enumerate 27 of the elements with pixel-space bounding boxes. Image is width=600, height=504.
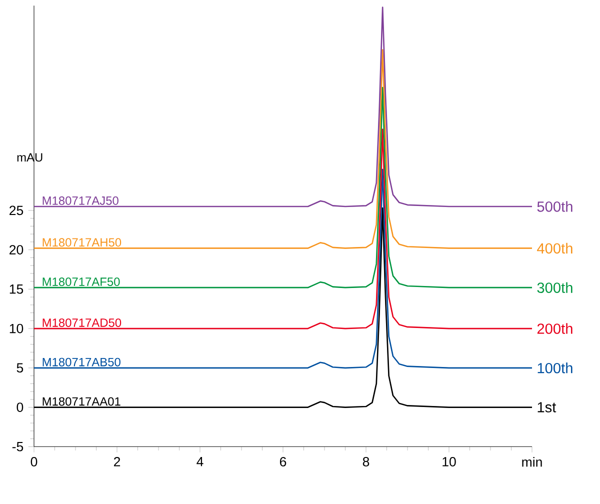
- x-tick-label: 6: [280, 457, 286, 466]
- y-axis-title: mAU: [17, 153, 42, 162]
- series-label: M180717AD50: [42, 318, 122, 327]
- x-tick-label: 0: [30, 457, 38, 466]
- text: 500th: [537, 201, 572, 212]
- text: 400th: [537, 242, 572, 254]
- y-tick-label: 5: [16, 363, 24, 373]
- series-label: M180717AJ50: [42, 196, 118, 205]
- x-tick-label: 8: [362, 457, 370, 466]
- series-label: M180717AF50: [42, 278, 120, 286]
- y-tick-label: 20: [10, 245, 24, 254]
- text: 1st: [538, 402, 556, 412]
- series-label: M180717AB50: [42, 358, 120, 366]
- text: 300th: [537, 282, 572, 293]
- text: 100th: [538, 362, 572, 374]
- x-tick-label: 4: [196, 457, 204, 466]
- x-tick-label: 2: [114, 457, 120, 466]
- y-tick-label: 10: [10, 324, 24, 334]
- y-tick-label: 15: [10, 284, 24, 294]
- series-label: M180717AH50: [42, 238, 122, 247]
- y-tick-label: -5: [12, 442, 24, 452]
- text: 200th: [537, 323, 572, 334]
- y-tick-label: 25: [10, 206, 24, 216]
- x-tick-label: 10: [442, 457, 456, 466]
- series-label: M180717AA01: [42, 397, 120, 406]
- y-tick-label: 0: [16, 402, 24, 412]
- x-tick-label: min: [522, 457, 542, 467]
